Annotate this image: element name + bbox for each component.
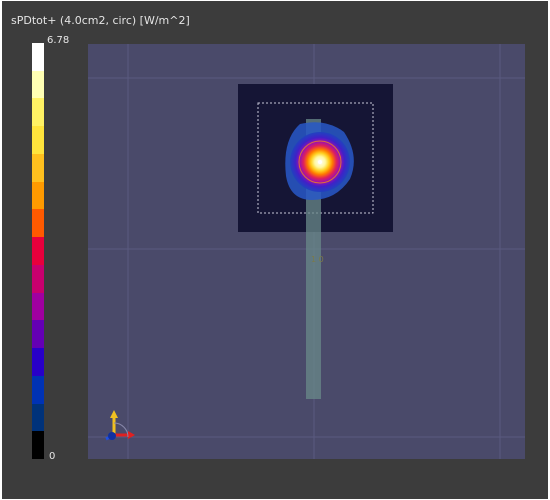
- colorbar-segment: [32, 403, 44, 432]
- colorbar-segment: [32, 375, 44, 404]
- colorbar-segment: [32, 292, 44, 321]
- colorbar-segment: [32, 320, 44, 349]
- scene-viewport[interactable]: [88, 44, 525, 459]
- colorbar-segment: [32, 181, 44, 210]
- colorbar-segment: [32, 348, 44, 376]
- colorbar-title: sPDtot+ (4.0cm2, circ) [W/m^2]: [11, 14, 190, 27]
- colorbar-segment: [32, 126, 44, 154]
- colorbar-legend: [32, 43, 44, 460]
- colorbar-max-label: 6.78: [47, 35, 70, 46]
- cursor-marker: 1 0: [311, 255, 324, 264]
- colorbar-segment: [32, 98, 44, 127]
- measurement-area-outline: [257, 102, 374, 214]
- colorbar-min-label: 0: [49, 451, 56, 462]
- colorbar-segment: [32, 153, 44, 182]
- colorbar-segment: [32, 264, 44, 293]
- colorbar-segment: [32, 431, 44, 460]
- colorbar-segment: [32, 237, 44, 265]
- colorbar-segment: [32, 43, 44, 71]
- colorbar-segment: [32, 70, 44, 99]
- colorbar-segment: [32, 209, 44, 238]
- axes-triad-icon[interactable]: [105, 410, 135, 441]
- field-hotspot: [285, 122, 354, 200]
- scene-canvas[interactable]: [88, 44, 525, 459]
